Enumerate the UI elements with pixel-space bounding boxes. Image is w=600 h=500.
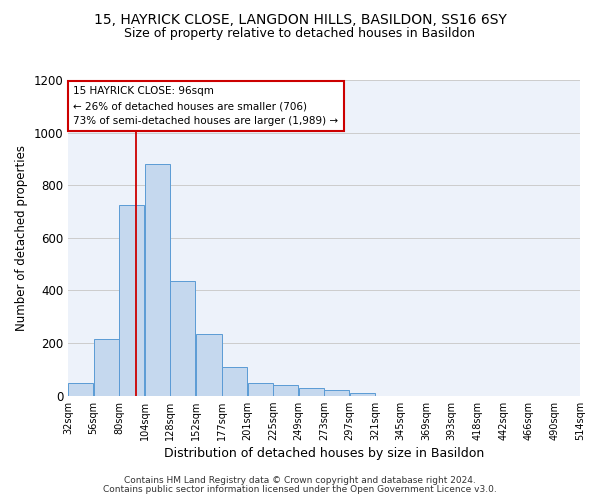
Bar (145, 164, 170, 396)
Text: Size of property relative to detached houses in Basildon: Size of property relative to detached ho… (125, 28, 476, 40)
Text: 15, HAYRICK CLOSE, LANGDON HILLS, BASILDON, SS16 6SY: 15, HAYRICK CLOSE, LANGDON HILLS, BASILD… (94, 12, 506, 26)
Text: 15 HAYRICK CLOSE: 96sqm
← 26% of detached houses are smaller (706)
73% of semi-d: 15 HAYRICK CLOSE: 96sqm ← 26% of detache… (73, 86, 338, 126)
Bar (94, 339, 119, 396)
Bar (299, 388, 324, 396)
X-axis label: Distribution of detached houses by size in Basildon: Distribution of detached houses by size … (164, 447, 484, 460)
Bar (350, 393, 375, 396)
Bar (325, 390, 349, 396)
Bar (196, 334, 222, 396)
Y-axis label: Number of detached properties: Number of detached properties (15, 145, 28, 331)
Bar (248, 383, 273, 396)
Text: Contains public sector information licensed under the Open Government Licence v3: Contains public sector information licen… (103, 485, 497, 494)
Bar (274, 385, 298, 396)
Bar (223, 367, 247, 396)
Bar (68, 382, 94, 396)
Text: Contains HM Land Registry data © Crown copyright and database right 2024.: Contains HM Land Registry data © Crown c… (124, 476, 476, 485)
Bar (119, 205, 145, 396)
Bar (170, 282, 196, 396)
